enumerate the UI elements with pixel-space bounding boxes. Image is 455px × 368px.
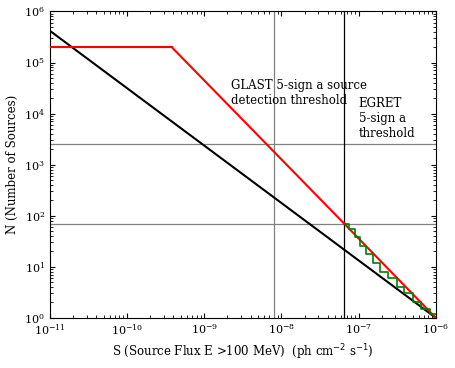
Text: EGRET
5-sign a
threshold: EGRET 5-sign a threshold xyxy=(359,97,415,140)
X-axis label: S (Source Flux E >100 MeV)  (ph cm$^{-2}$ s$^{-1}$): S (Source Flux E >100 MeV) (ph cm$^{-2}$… xyxy=(112,343,374,362)
Text: GLAST 5-sign a source
detection threshold: GLAST 5-sign a source detection threshol… xyxy=(231,79,367,107)
Y-axis label: N (Number of Sources): N (Number of Sources) xyxy=(5,95,19,234)
